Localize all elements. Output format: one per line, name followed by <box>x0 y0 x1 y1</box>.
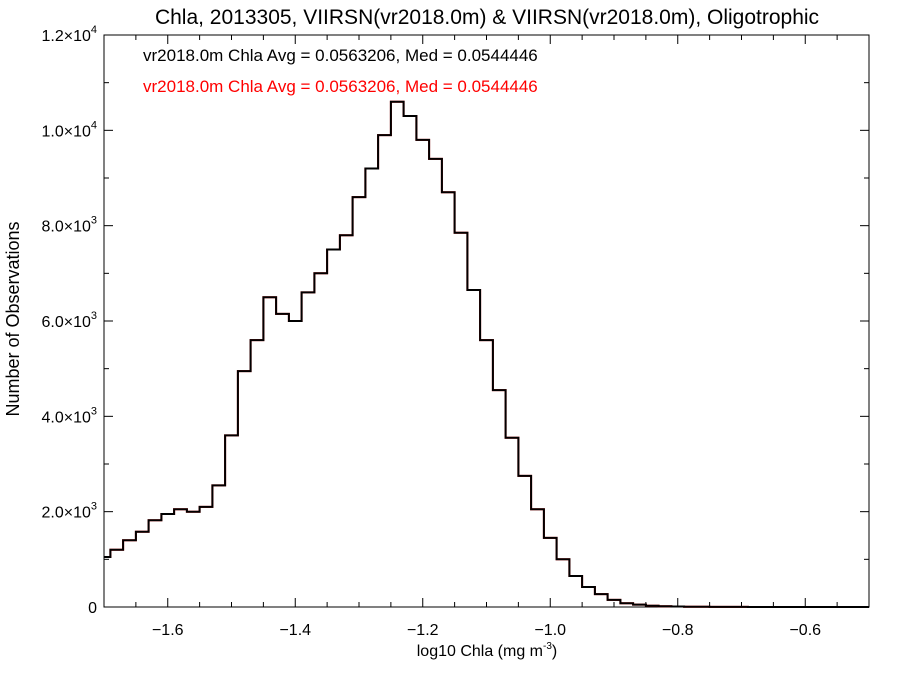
y-tick-label: 4.0×103 <box>41 405 97 426</box>
histogram-series-line <box>104 100 869 608</box>
y-tick-label: 1.2×104 <box>41 24 97 45</box>
chart-title: Chla, 2013305, VIIRSN(vr2018.0m) & VIIRS… <box>155 6 819 29</box>
y-tick-label: 8.0×103 <box>41 215 97 236</box>
y-tick-label: 6.0×103 <box>41 310 97 331</box>
y-tick-label: 2.0×103 <box>41 501 97 522</box>
x-axis: −1.6 −1.4 −1.2 −1.0 −0.8 −0.6 <box>103 35 870 639</box>
x-tick-label: −0.8 <box>662 622 694 639</box>
x-tick-label: −1.2 <box>407 622 439 639</box>
x-tick-label: −1.0 <box>534 622 566 639</box>
histogram-series-line <box>104 100 869 608</box>
plot-frame <box>103 34 870 608</box>
x-tick-label: −0.6 <box>789 622 821 639</box>
x-tick-label: −1.6 <box>152 622 184 639</box>
y-axis: 0 2.0×103 4.0×103 6.0×103 8.0×103 1.0×104 1.2×… <box>41 24 869 617</box>
x-tick-label: −1.4 <box>279 622 311 639</box>
y-tick-label: 1.0×104 <box>41 119 97 140</box>
y-tick-label: 0 <box>88 600 97 617</box>
plot-area <box>103 34 870 608</box>
series-layer <box>104 100 869 608</box>
annotation-black: vr2018.0m Chla Avg = 0.0563206, Med = 0.… <box>143 46 538 65</box>
x-axis-label: log10 Chla (mg m-3) <box>417 641 558 660</box>
y-axis-label: Number of Observations <box>3 221 23 416</box>
annotation-red: vr2018.0m Chla Avg = 0.0563206, Med = 0.… <box>143 77 538 96</box>
